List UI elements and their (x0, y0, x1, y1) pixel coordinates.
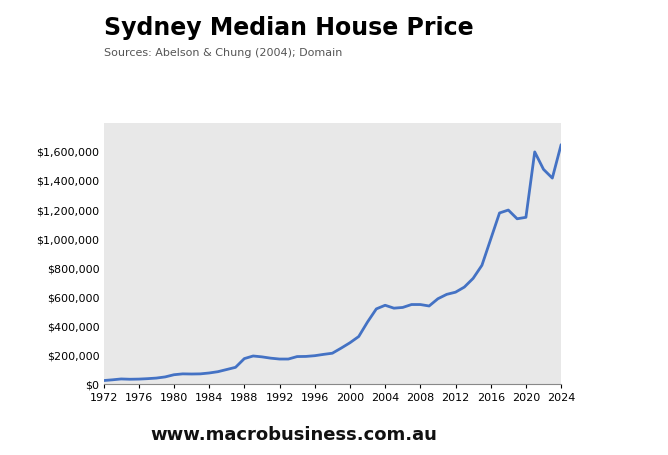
Text: Sources: Abelson & Chung (2004); Domain: Sources: Abelson & Chung (2004); Domain (104, 48, 342, 58)
Text: Sydney Median House Price: Sydney Median House Price (104, 16, 473, 40)
Text: www.macrobusiness.com.au: www.macrobusiness.com.au (150, 425, 438, 444)
Text: MACRO: MACRO (551, 22, 611, 37)
Text: BUSINESS: BUSINESS (540, 53, 622, 68)
